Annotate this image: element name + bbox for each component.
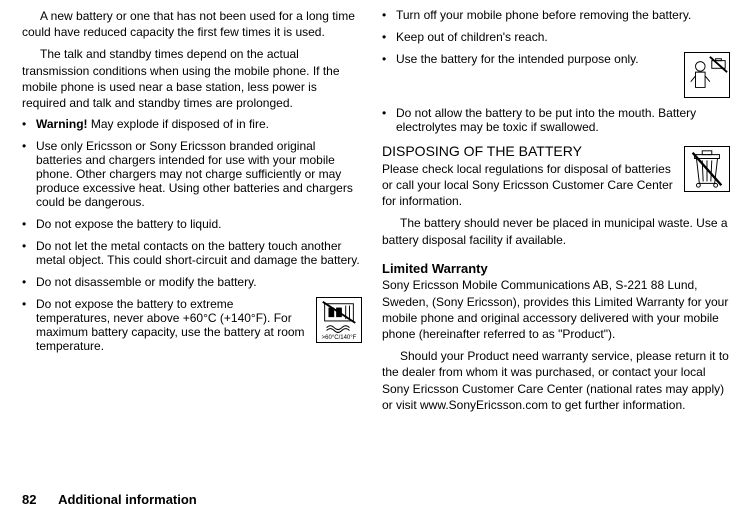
child-safety-icon-wrap: [680, 52, 730, 98]
warning-label: Warning!: [36, 117, 88, 131]
bullet-text: Use the battery for the intended purpose…: [396, 52, 676, 66]
page-footer: 82 Additional information: [0, 490, 752, 513]
warranty-para-2: Should your Product need warranty servic…: [382, 348, 730, 413]
bullet-text: Use only Ericsson or Sony Ericsson brand…: [36, 139, 362, 209]
bullet-text: Do not expose the battery to extreme tem…: [36, 297, 308, 353]
warranty-heading: Limited Warranty: [382, 260, 730, 278]
bullet-text: Do not expose the battery to liquid.: [36, 217, 362, 231]
section-title: Additional information: [58, 492, 197, 507]
right-bullet-4: • Do not allow the battery to be put int…: [382, 106, 730, 134]
bullet-marker: •: [382, 8, 396, 22]
left-bullet-warning: • Warning! May explode if disposed of in…: [22, 117, 362, 131]
left-bullet-5: • Do not disassemble or modify the batte…: [22, 275, 362, 289]
left-bullet-2: • Use only Ericsson or Sony Ericsson bra…: [22, 139, 362, 209]
bullet-text: Do not let the metal contacts on the bat…: [36, 239, 362, 267]
warranty-para-1: Sony Ericsson Mobile Communications AB, …: [382, 277, 730, 342]
warning-rest: May explode if disposed of in fire.: [88, 117, 269, 131]
bullet-text: Do not allow the battery to be put into …: [396, 106, 730, 134]
bullet-marker: •: [22, 239, 36, 267]
bullet-text: Warning! May explode if disposed of in f…: [36, 117, 362, 131]
temperature-icon-wrap: >60°C/140°F: [312, 297, 362, 343]
no-trash-icon: [684, 146, 730, 192]
disposal-para-1: Please check local regulations for dispo…: [382, 161, 730, 210]
bullet-text: Do not disassemble or modify the battery…: [36, 275, 362, 289]
right-bullet-3: • Use the battery for the intended purpo…: [382, 52, 730, 98]
disposal-para-2: The battery should never be placed in mu…: [382, 215, 730, 247]
page-body: A new battery or one that has not been u…: [0, 0, 752, 490]
left-bullet-6: • Do not expose the battery to extreme t…: [22, 297, 362, 353]
right-bullet-2: • Keep out of children's reach.: [382, 30, 730, 44]
warranty-section: Limited Warranty Sony Ericsson Mobile Co…: [382, 260, 730, 413]
disposal-heading: DISPOSING OF THE BATTERY: [382, 142, 730, 161]
right-bullet-1: • Turn off your mobile phone before remo…: [382, 8, 730, 22]
temperature-icon-label: >60°C/140°F: [317, 335, 361, 341]
disposal-icon-wrap: [680, 146, 730, 192]
bullet-marker: •: [22, 117, 36, 131]
bullet-marker: •: [382, 106, 396, 134]
temperature-icon: >60°C/140°F: [316, 297, 362, 343]
bullet-marker: •: [22, 217, 36, 231]
right-column: • Turn off your mobile phone before remo…: [376, 8, 738, 486]
left-para-2: The talk and standby times depend on the…: [22, 46, 362, 111]
left-bullet-3: • Do not expose the battery to liquid.: [22, 217, 362, 231]
child-safety-icon: [684, 52, 730, 98]
bullet-marker: •: [382, 52, 396, 66]
bullet-text: Turn off your mobile phone before removi…: [396, 8, 730, 22]
page-number: 82: [22, 492, 36, 507]
bullet-marker: •: [382, 30, 396, 44]
left-para-1: A new battery or one that has not been u…: [22, 8, 362, 40]
bullet-marker: •: [22, 297, 36, 311]
left-column: A new battery or one that has not been u…: [14, 8, 376, 486]
bullet-marker: •: [22, 275, 36, 289]
bullet-text: Keep out of children's reach.: [396, 30, 730, 44]
bullet-marker: •: [22, 139, 36, 209]
left-bullet-4: • Do not let the metal contacts on the b…: [22, 239, 362, 267]
disposal-section: DISPOSING OF THE BATTERY Please check lo…: [382, 142, 730, 254]
